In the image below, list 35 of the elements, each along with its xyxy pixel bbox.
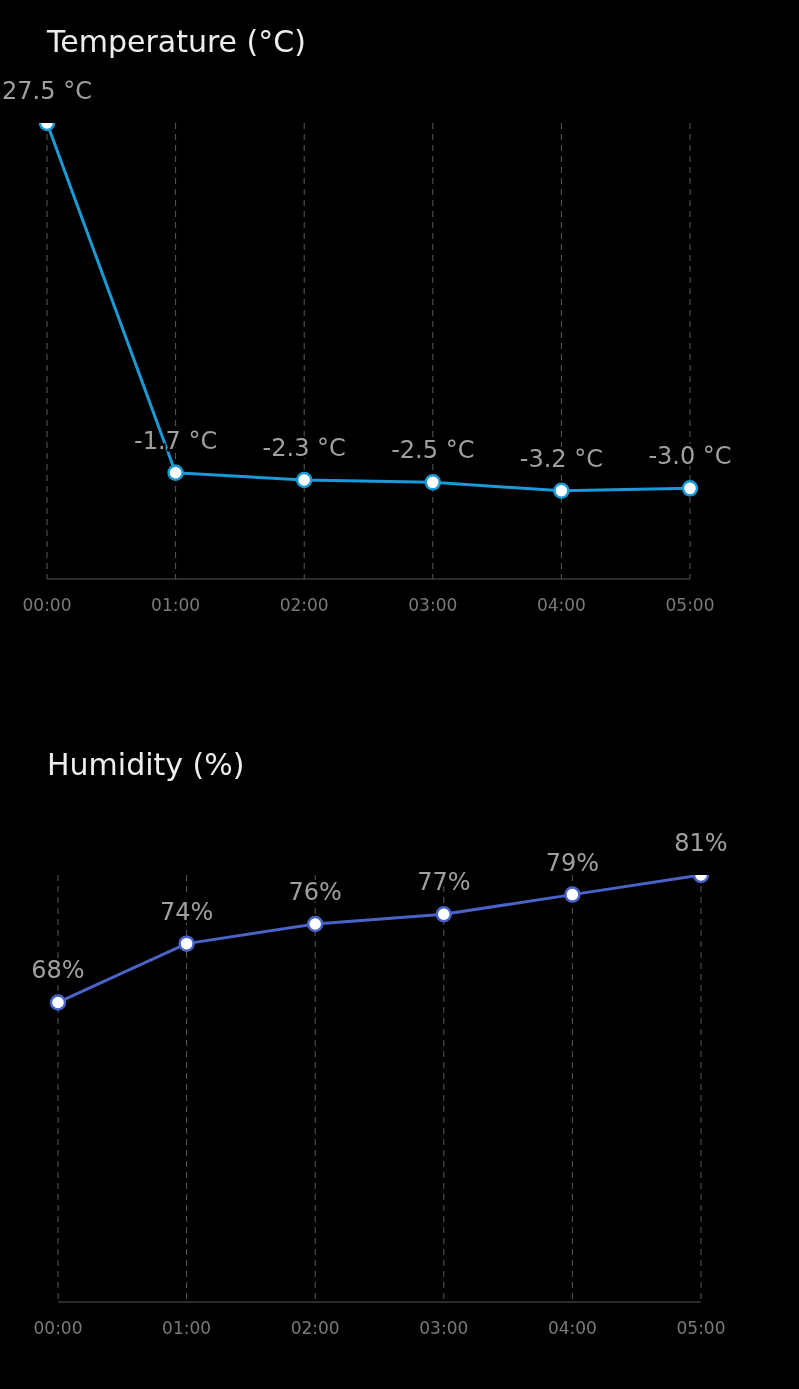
data-label: 77% (417, 868, 471, 897)
data-label: 79% (545, 848, 600, 877)
data-label: -3.2 °C (519, 444, 604, 473)
data-label: -2.5 °C (391, 436, 475, 465)
x-tick-label: 03:00 (419, 1318, 469, 1339)
x-tick-label: 01:00 (162, 1318, 212, 1339)
data-label: -3.0 °C (648, 442, 732, 471)
data-label: 74% (159, 897, 214, 926)
data-label: -2.3 °C (262, 433, 346, 462)
point (553, 482, 570, 499)
point (49, 994, 67, 1011)
point (424, 474, 442, 491)
x-tick-label: 04:00 (536, 595, 586, 616)
x-tick-label: 02:00 (290, 1318, 340, 1339)
x-tick-label: 02:00 (279, 595, 329, 616)
data-label: 68% (31, 956, 85, 985)
chart-title: Temperature (°C) (47, 24, 306, 59)
point (295, 471, 313, 489)
point (178, 935, 195, 952)
x-tick-label: 05:00 (665, 595, 715, 616)
point (306, 915, 324, 933)
x-tick-label: 01:00 (151, 595, 201, 616)
chart-title: Humidity (%) (47, 747, 245, 782)
data-label: 81% (674, 829, 728, 857)
x-tick-label: 00:00 (33, 1318, 83, 1339)
point (167, 464, 184, 482)
x-tick-label: 03:00 (408, 595, 458, 616)
data-label: 76% (288, 878, 342, 907)
point (681, 480, 699, 497)
x-tick-label: 00:00 (22, 595, 72, 616)
x-tick-label: 04:00 (547, 1318, 597, 1339)
data-label: 27.5 °C (2, 77, 92, 105)
point (435, 905, 453, 923)
point (564, 886, 581, 903)
x-tick-label: 05:00 (676, 1318, 726, 1339)
